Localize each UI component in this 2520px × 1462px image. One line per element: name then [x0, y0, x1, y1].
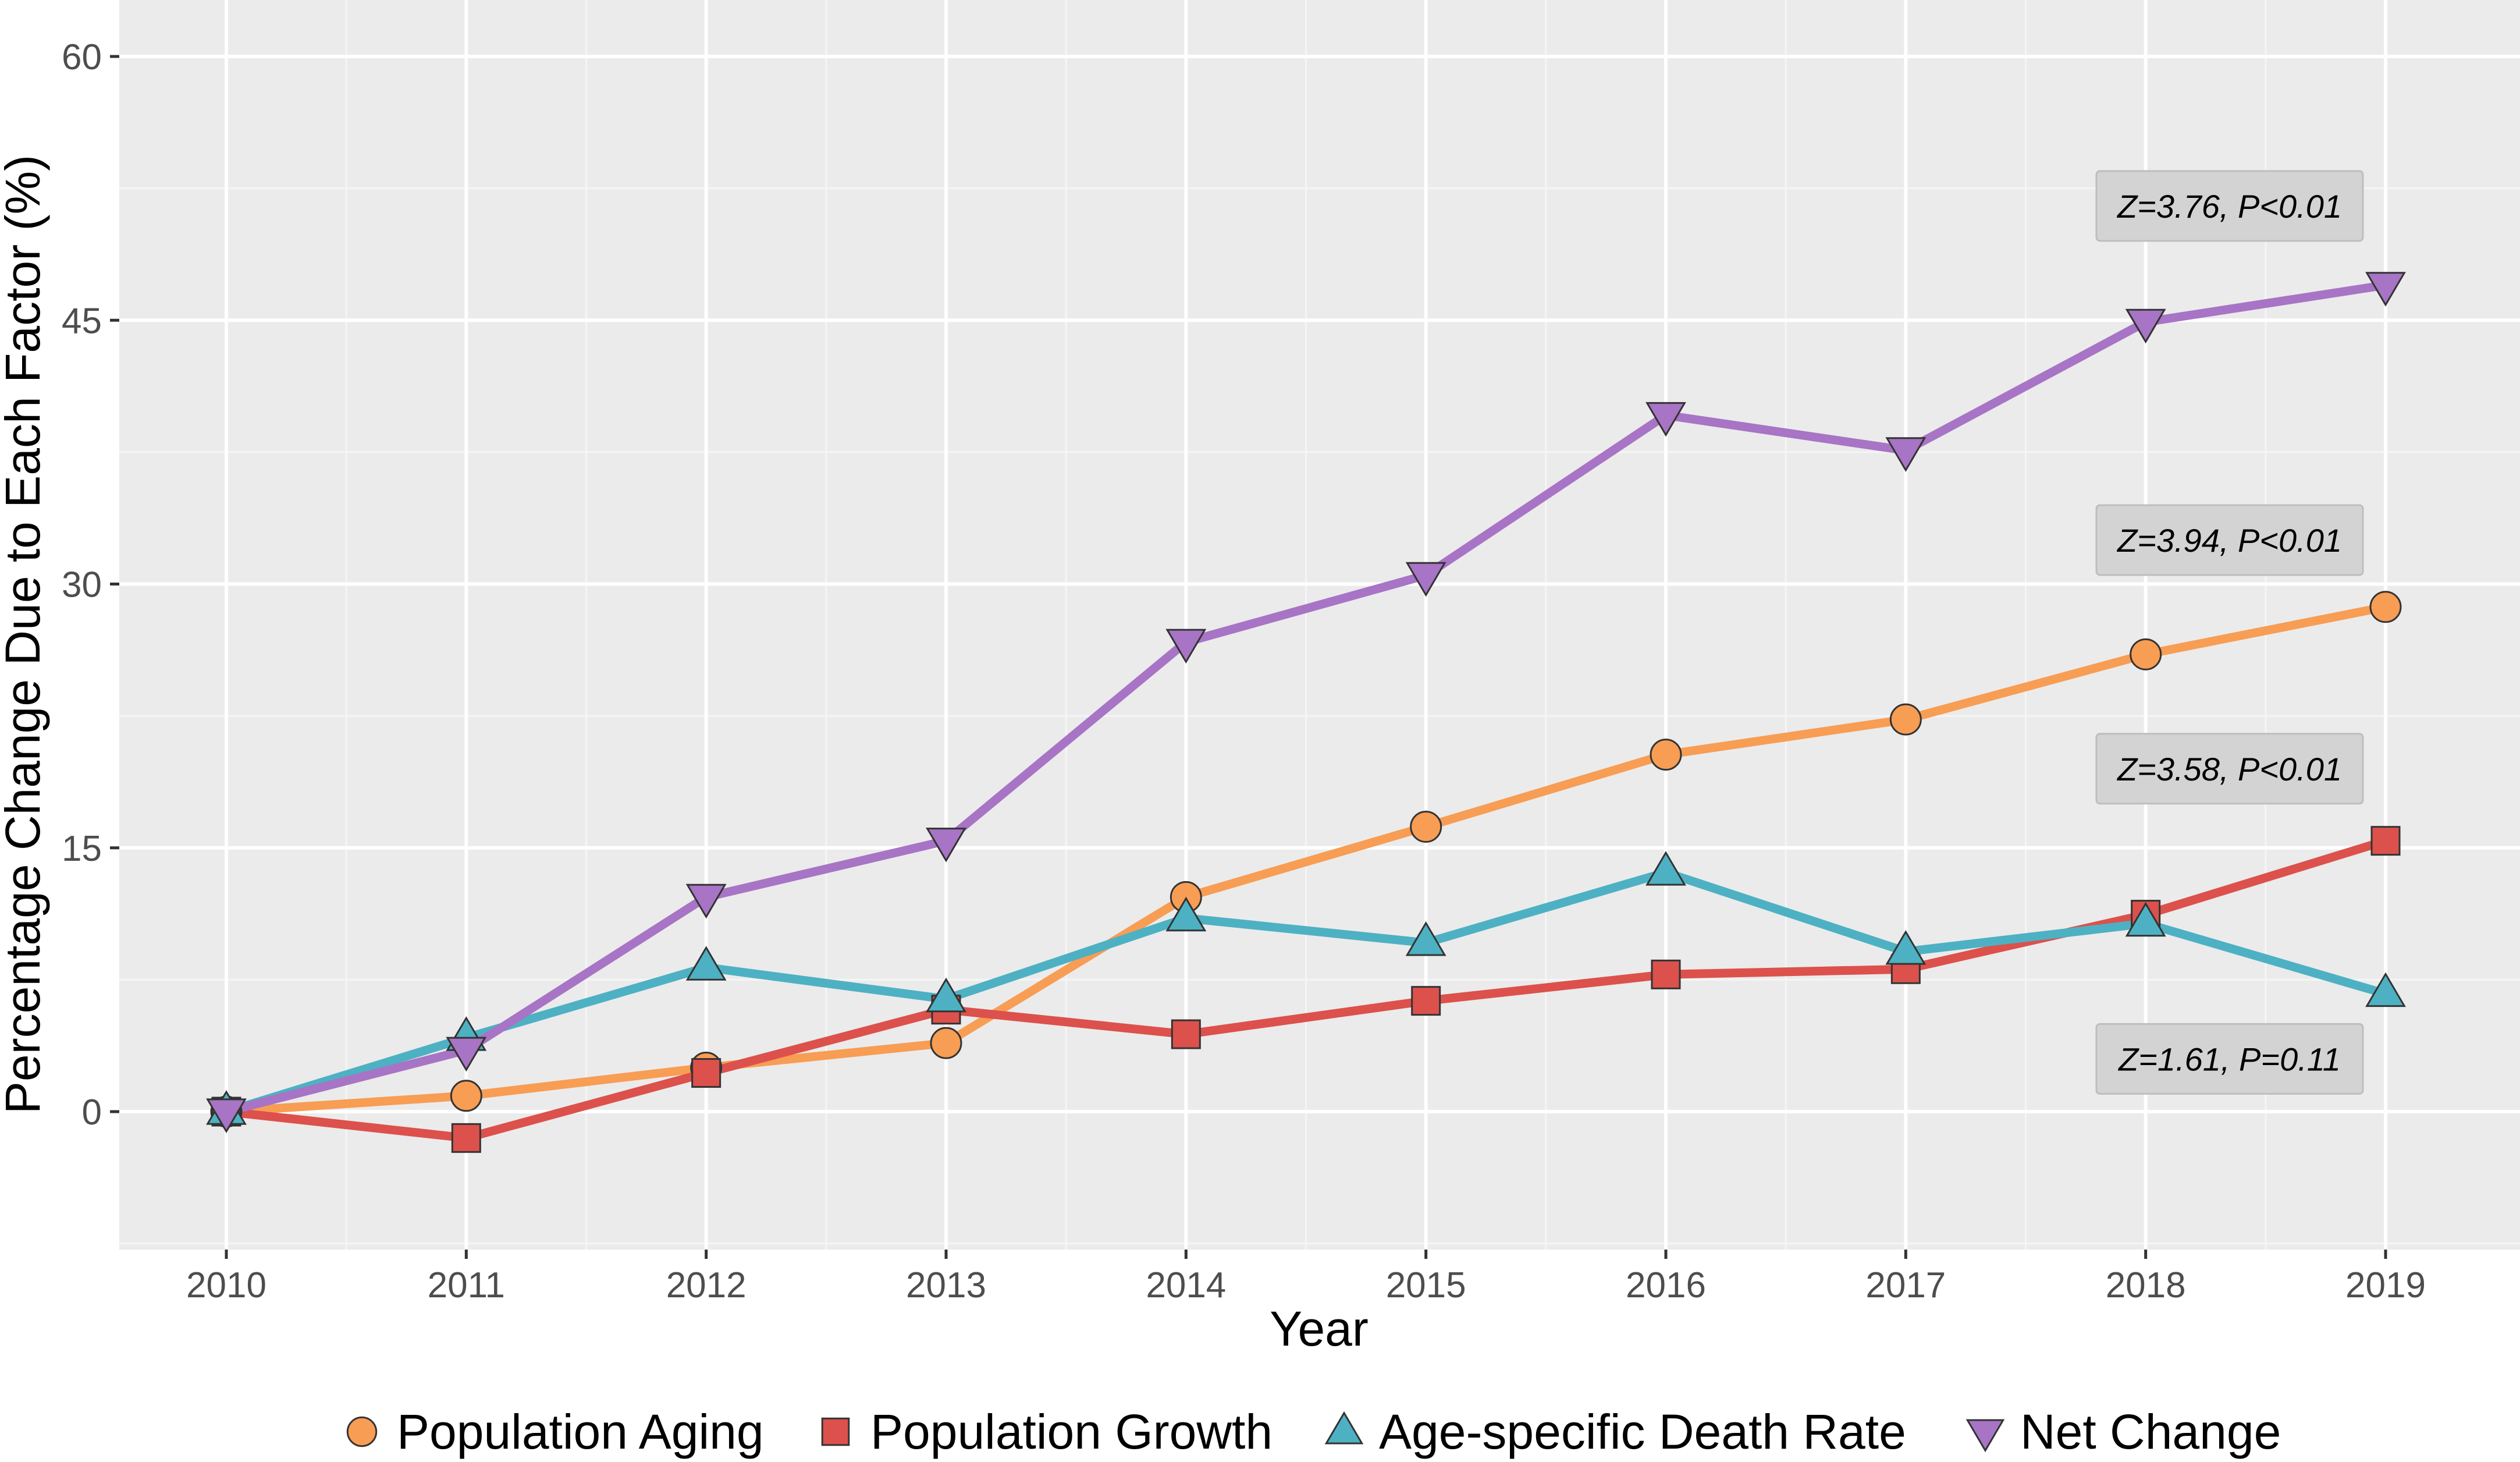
data-point-population-aging [2369, 591, 2402, 623]
data-point-net-change [685, 883, 727, 919]
data-point-age-specific-death-rate [1885, 930, 1927, 965]
annotations: Z=3.76, P<0.01 Z=3.94, P<0.01 Z=3.58, P<0.… [2095, 170, 2364, 1095]
legend-label-population-aging: Population Aging [397, 1404, 764, 1459]
data-point-age-specific-death-rate [926, 977, 966, 1013]
legend: Population Aging Population Growth Age-spe… [346, 1404, 2281, 1459]
series-line-population-growth [222, 836, 2390, 1142]
data-point-population-growth [691, 1058, 721, 1088]
data-point-age-specific-death-rate [1645, 851, 1686, 886]
series-line-population-aging [222, 602, 2390, 1116]
x-tick-label: 2010 [186, 1265, 266, 1305]
y-axis-title: Percentage Change Due to Each Factor (%) [0, 155, 50, 1114]
legend-key-net-change [1965, 1419, 2005, 1453]
annotation-text: Z=3.58, P<0.01 [2116, 751, 2342, 787]
x-tick-label: 2011 [428, 1265, 505, 1305]
data-point-net-change [1165, 629, 1207, 664]
legend-key-population-growth [821, 1417, 850, 1446]
x-axis-ticks: 2010 2011 2012 2013 2014 2015 2016 2017 2018 2019 [186, 1250, 2426, 1305]
y-tick-label: 30 [62, 565, 102, 605]
x-tick-label: 2014 [1146, 1265, 1226, 1305]
x-tick-label: 2017 [1865, 1265, 1946, 1305]
data-point-population-aging [1410, 810, 1442, 843]
series-lines [222, 281, 2390, 1142]
annotation-box [2095, 170, 2364, 242]
data-point-population-growth [1171, 1019, 1201, 1049]
data-point-population-growth [451, 1123, 481, 1153]
data-point-population-aging [1889, 703, 1922, 736]
x-tick-label: 2016 [1626, 1265, 1706, 1305]
data-point-population-growth [1411, 986, 1441, 1016]
data-point-age-specific-death-rate [1405, 921, 1446, 956]
legend-label-population-growth: Population Growth [870, 1404, 1273, 1459]
series-line-age-specific-death-rate [222, 868, 2390, 1116]
data-point-age-specific-death-rate [2365, 972, 2406, 1007]
data-point-population-growth [1651, 959, 1681, 989]
y-axis-ticks: 0 15 30 45 60 [62, 37, 119, 1133]
annotation-text: Z=3.76, P<0.01 [2116, 188, 2342, 225]
legend-key-age-specific-death-rate [1324, 1411, 1364, 1445]
annotation-text: Z=3.94, P<0.01 [2116, 522, 2342, 559]
annotation-text: Z=1.61, P=0.11 [2117, 1041, 2341, 1077]
x-tick-label: 2013 [906, 1265, 986, 1305]
data-point-population-aging [1650, 739, 1682, 771]
data-point-population-growth [2370, 826, 2401, 856]
data-point-net-change [206, 1098, 247, 1133]
x-tick-label: 2015 [1386, 1265, 1466, 1305]
annotation-box [2095, 1023, 2364, 1095]
y-tick-label: 45 [62, 301, 102, 341]
annotation-box [2095, 733, 2364, 805]
data-point-net-change [1885, 437, 1927, 472]
legend-label-age-specific-death-rate: Age-specific Death Rate [1379, 1404, 1906, 1459]
series-line-net-change [222, 281, 2390, 1116]
data-point-age-specific-death-rate [1165, 896, 1207, 932]
data-point-population-aging [450, 1080, 482, 1112]
x-tick-label: 2012 [666, 1265, 747, 1305]
y-tick-label: 0 [82, 1092, 102, 1133]
data-point-population-aging [2130, 638, 2162, 670]
data-point-net-change [2125, 308, 2166, 344]
legend-label-net-change: Net Change [2020, 1404, 2281, 1459]
annotation-box [2095, 504, 2364, 576]
y-tick-label: 15 [62, 829, 102, 869]
series-markers [206, 272, 2406, 1153]
data-point-age-specific-death-rate [2125, 902, 2166, 937]
data-point-population-aging [930, 1027, 962, 1059]
y-tick-label: 60 [62, 37, 102, 77]
data-point-net-change [1405, 562, 1446, 597]
legend-key-population-aging [346, 1416, 378, 1447]
minor-gridlines [119, 0, 2520, 1250]
x-tick-label: 2018 [2106, 1265, 2186, 1305]
data-point-net-change [446, 1037, 487, 1072]
x-axis-title: Year [1270, 1301, 1369, 1356]
data-point-age-specific-death-rate [685, 946, 727, 981]
x-tick-label: 2019 [2345, 1265, 2426, 1305]
data-point-net-change [2365, 272, 2406, 307]
data-point-net-change [926, 828, 966, 863]
data-point-net-change [1645, 402, 1686, 437]
